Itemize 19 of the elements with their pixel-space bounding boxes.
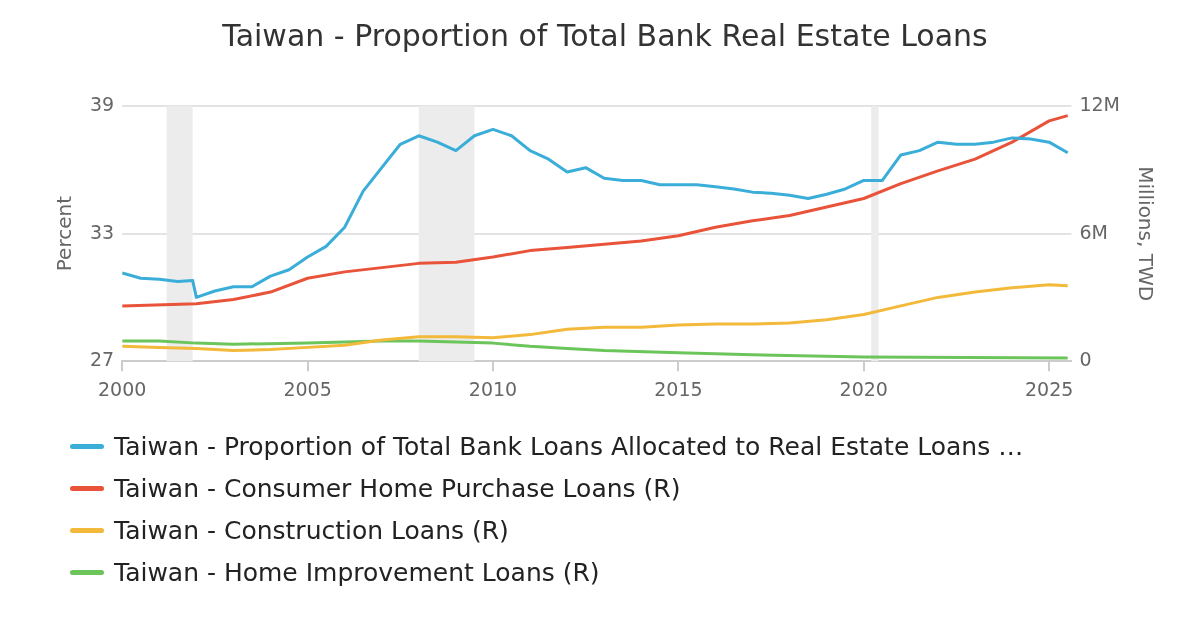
y-tick-label: 33 [89,220,115,243]
y-axis-title: Percent [52,195,77,272]
x-tick-label: 2020 [839,377,888,400]
legend-label: Taiwan - Construction Loans (R) [114,515,509,545]
x-tick-label: 2005 [283,377,332,400]
y-tick-label: 39 [89,92,115,115]
legend-label: Taiwan - Consumer Home Purchase Loans (R) [114,473,681,503]
x-tick-label: 2010 [468,377,518,400]
legend-label: Taiwan - Proportion of Total Bank Loans Allocated to Real Estate Loans … [114,431,1024,461]
x-tick-label: 2025 [1025,377,1074,400]
y-tick-label: 27 [89,348,115,371]
y2-tick-label: 6M [1079,220,1108,243]
chart-title: Taiwan - Proportion of Total Bank Real Estate Loans [221,17,988,53]
legend-label: Taiwan - Home Improvement Loans (R) [114,557,600,587]
x-tick-label: 2000 [98,377,147,400]
x-tick-label: 2015 [654,377,703,400]
y2-tick-label: 0 [1079,348,1092,371]
y2-tick-label: 12M [1079,92,1121,115]
y2-axis-title: Millions, TWD [1133,166,1158,302]
